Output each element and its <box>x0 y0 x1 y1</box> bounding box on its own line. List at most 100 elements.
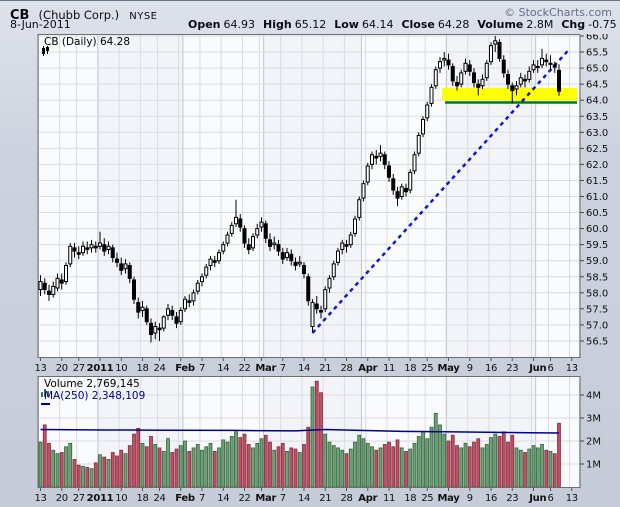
svg-text:23: 23 <box>506 493 518 504</box>
svg-text:14: 14 <box>298 363 310 374</box>
svg-text:2011: 2011 <box>87 493 114 504</box>
price-legend-text: CB (Daily) 64.28 <box>44 36 131 48</box>
x-axis-middle: 13 20 27 2011 10 18 24 Feb 7 14 22 Mar 7 14 21 28 Apr 11 1… <box>34 358 578 374</box>
svg-text:65.5: 65.5 <box>586 48 608 59</box>
svg-text:58.0: 58.0 <box>586 288 608 299</box>
quote-change-value: -0.75 (-1.15%) <box>588 18 620 31</box>
quote-date: 8-Jun-2011 <box>10 18 71 31</box>
svg-text:18: 18 <box>404 363 416 374</box>
volume-legend: Volume 2,769,145 <box>41 378 140 397</box>
svg-text:27: 27 <box>73 493 85 504</box>
svg-text:21: 21 <box>319 363 331 374</box>
svg-text:13: 13 <box>566 363 578 374</box>
svg-text:63.0: 63.0 <box>586 128 608 139</box>
svg-text:May: May <box>437 493 460 504</box>
svg-text:6: 6 <box>547 363 553 374</box>
svg-text:Feb: Feb <box>175 363 195 374</box>
svg-text:7: 7 <box>199 363 205 374</box>
svg-text:Apr: Apr <box>358 363 377 374</box>
ticker-symbol: CB <box>10 8 30 23</box>
svg-text:59.5: 59.5 <box>586 240 608 251</box>
ma-legend-text: MA(250) 2,348,109 <box>44 390 146 402</box>
svg-text:1M: 1M <box>586 460 601 471</box>
svg-text:Jun: Jun <box>528 493 546 504</box>
svg-text:Feb: Feb <box>175 493 195 504</box>
price-chart-svg: 56.5 57.0 57.5 58.0 58.5 59.0 59.5 60.0 60.5 61.0… <box>37 34 608 358</box>
svg-text:14: 14 <box>298 493 310 504</box>
svg-text:24: 24 <box>153 493 165 504</box>
svg-text:61.5: 61.5 <box>586 176 608 187</box>
svg-text:65.0: 65.0 <box>586 64 608 75</box>
svg-text:62.0: 62.0 <box>586 160 608 171</box>
svg-text:57.0: 57.0 <box>586 320 608 331</box>
quote-volume-value: 2.8M <box>526 18 554 31</box>
svg-text:21: 21 <box>319 493 331 504</box>
svg-text:57.5: 57.5 <box>586 304 608 315</box>
svg-text:28: 28 <box>340 363 352 374</box>
svg-text:Mar: Mar <box>255 363 276 374</box>
svg-text:23: 23 <box>506 363 518 374</box>
svg-text:25: 25 <box>421 363 433 374</box>
svg-text:18: 18 <box>136 493 148 504</box>
svg-text:18: 18 <box>136 363 148 374</box>
svg-text:11: 11 <box>383 493 395 504</box>
svg-text:7: 7 <box>280 493 286 504</box>
svg-text:10: 10 <box>115 363 127 374</box>
svg-text:66.0: 66.0 <box>586 34 608 43</box>
svg-text:14: 14 <box>217 363 229 374</box>
svg-text:58.5: 58.5 <box>586 272 608 283</box>
svg-text:Mar: Mar <box>255 493 276 504</box>
chart-title: CB (Chubb Corp.) NYSE <box>10 4 158 23</box>
x-axis-bottom: 13 20 27 2011 10 18 24 Feb 7 14 22 Mar 7 14 21 28 Apr 11 1… <box>34 488 578 504</box>
quote-close-label: Close <box>401 18 435 31</box>
quote-open-label: Open <box>188 18 221 31</box>
svg-text:May: May <box>437 363 460 374</box>
quote-high-label: High <box>263 18 292 31</box>
svg-text:59.0: 59.0 <box>586 256 608 267</box>
svg-text:64.5: 64.5 <box>586 80 608 91</box>
price-legend: CB (Daily) 64.28 <box>41 36 131 56</box>
svg-text:25: 25 <box>421 493 433 504</box>
company-name: (Chubb Corp.) <box>38 8 120 22</box>
svg-text:7: 7 <box>199 493 205 504</box>
svg-text:7: 7 <box>280 363 286 374</box>
svg-text:2M: 2M <box>586 437 601 448</box>
svg-text:60.5: 60.5 <box>586 208 608 219</box>
svg-text:10: 10 <box>115 493 127 504</box>
svg-text:Jun: Jun <box>528 363 546 374</box>
svg-text:13: 13 <box>34 493 46 504</box>
quote-open-value: 64.93 <box>223 18 256 31</box>
svg-text:20: 20 <box>56 493 68 504</box>
svg-text:22: 22 <box>238 363 250 374</box>
svg-text:9: 9 <box>467 363 473 374</box>
svg-text:20: 20 <box>56 363 68 374</box>
svg-text:13: 13 <box>566 493 578 504</box>
quote-row: 8-Jun-2011 Open 64.93 High 65.12 Low 64.14 Clos… <box>10 18 620 31</box>
svg-text:16: 16 <box>485 493 497 504</box>
quote-close-value: 64.28 <box>437 18 470 31</box>
quote-low-value: 64.14 <box>361 18 394 31</box>
quote-change-label: Chg <box>561 18 586 31</box>
svg-text:3M: 3M <box>586 414 601 425</box>
volume-legend-text: Volume 2,769,145 <box>44 378 140 390</box>
svg-text:13: 13 <box>34 363 46 374</box>
ma-legend: MA(250) 2,348,109 <box>41 390 146 405</box>
svg-text:Apr: Apr <box>358 493 377 504</box>
quote-volume-label: Volume <box>477 18 524 31</box>
svg-text:18: 18 <box>404 493 416 504</box>
svg-text:4M: 4M <box>586 391 601 402</box>
svg-text:24: 24 <box>153 363 165 374</box>
svg-text:56.5: 56.5 <box>586 336 608 347</box>
svg-text:14: 14 <box>217 493 229 504</box>
svg-text:2011: 2011 <box>87 363 114 374</box>
exchange-name: NYSE <box>129 11 158 22</box>
svg-text:22: 22 <box>238 493 250 504</box>
svg-text:61.0: 61.0 <box>586 192 608 203</box>
svg-text:62.5: 62.5 <box>586 144 608 155</box>
svg-text:27: 27 <box>73 363 85 374</box>
quote-high-value: 65.12 <box>294 18 327 31</box>
svg-text:64.0: 64.0 <box>586 96 608 107</box>
svg-text:9: 9 <box>467 493 473 504</box>
svg-text:63.5: 63.5 <box>586 112 608 123</box>
